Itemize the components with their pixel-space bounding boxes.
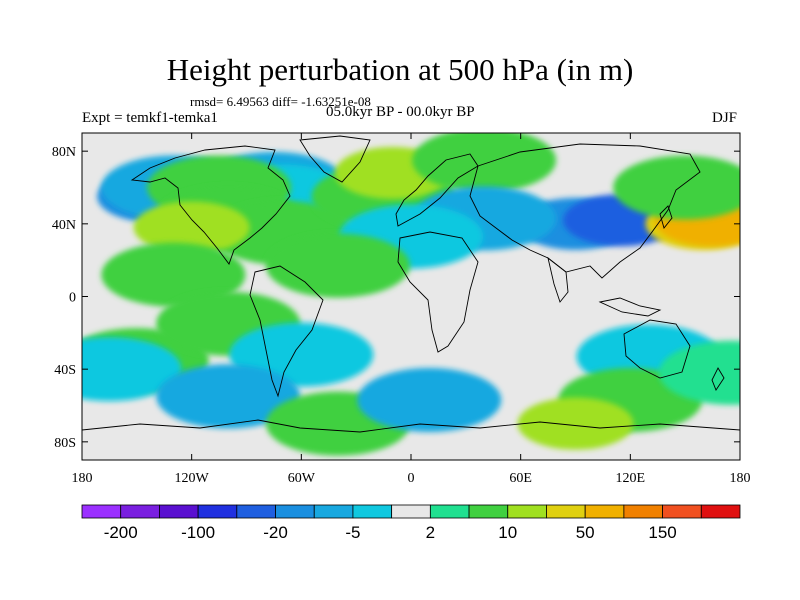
- colorbar: -200 -100 -20 -5 2 10 50 150: [81, 504, 741, 542]
- map-title: Height perturbation at 500 hPa (in m): [166, 52, 634, 87]
- lon-tick-label: 180: [72, 471, 93, 486]
- colorbar-swatch: [584, 504, 625, 519]
- colorbar-swatch: [623, 504, 663, 519]
- anomaly-blob: [82, 337, 182, 402]
- colorbar-label: -20: [263, 523, 288, 542]
- colorbar-label: -100: [181, 523, 215, 542]
- experiment-label: Expt = temkf1-temka1: [82, 110, 218, 126]
- colorbar-swatch: [81, 504, 122, 519]
- axis-ticks: 180 120W 60W 0 60E 120E 180 80N 40N 0 40S 80S: [52, 133, 751, 486]
- colorbar-label: 50: [576, 523, 595, 542]
- colorbar-label: 150: [648, 523, 676, 542]
- anomaly-blob: [101, 242, 246, 307]
- anomaly-blob: [265, 233, 410, 298]
- colorbar-label: -5: [345, 523, 360, 542]
- anomaly-blob: [412, 133, 557, 193]
- lon-tick-label: 60E: [509, 471, 532, 486]
- lat-tick-label: 0: [69, 291, 76, 306]
- lat-tick-label: 40N: [52, 218, 76, 233]
- anomaly-blob: [156, 364, 301, 429]
- colorbar-swatch: [700, 504, 741, 519]
- colorbar-swatch: [275, 504, 315, 519]
- colorbar-swatch: [546, 504, 586, 519]
- colorbar-swatch: [236, 504, 276, 519]
- colorbar-swatch: [662, 504, 702, 519]
- colorbar-label: -200: [104, 523, 138, 542]
- lon-tick-label: 120E: [616, 471, 646, 486]
- lat-tick-label: 80S: [54, 436, 76, 451]
- lon-tick-label: 60W: [288, 471, 316, 486]
- lat-tick-label: 80N: [52, 145, 76, 160]
- anomaly-blob: [357, 368, 502, 433]
- colorbar-swatch: [120, 504, 160, 519]
- coastlines: [82, 135, 740, 433]
- lon-tick-label: 0: [408, 471, 415, 486]
- colorbar-swatch: [391, 504, 431, 519]
- anomaly-blob: [613, 155, 740, 220]
- colorbar-label: 10: [498, 523, 517, 542]
- anomaly-blob: [517, 397, 634, 450]
- colorbar-swatch: [197, 504, 238, 519]
- period-label: 05.0kyr BP - 00.0kyr BP: [326, 104, 475, 120]
- colorbar-label: 2: [426, 523, 435, 542]
- colorbar-swatch: [313, 504, 354, 519]
- stats-line: rmsd= 6.49563 diff= -1.63251e-08: [190, 94, 371, 109]
- season-label: DJF: [712, 110, 738, 126]
- colorbar-swatch: [468, 504, 509, 519]
- anomaly-blob: [658, 340, 740, 405]
- anomaly-blob: [133, 201, 250, 254]
- lon-tick-label: 120W: [175, 471, 210, 486]
- lon-tick-label: 180: [730, 471, 751, 486]
- lat-tick-label: 40S: [54, 363, 76, 378]
- colorbar-swatch: [507, 504, 547, 519]
- colorbar-swatch: [352, 504, 393, 519]
- colorbar-swatch: [159, 504, 199, 519]
- colorbar-swatch: [429, 504, 470, 519]
- anomaly-field: [82, 133, 740, 456]
